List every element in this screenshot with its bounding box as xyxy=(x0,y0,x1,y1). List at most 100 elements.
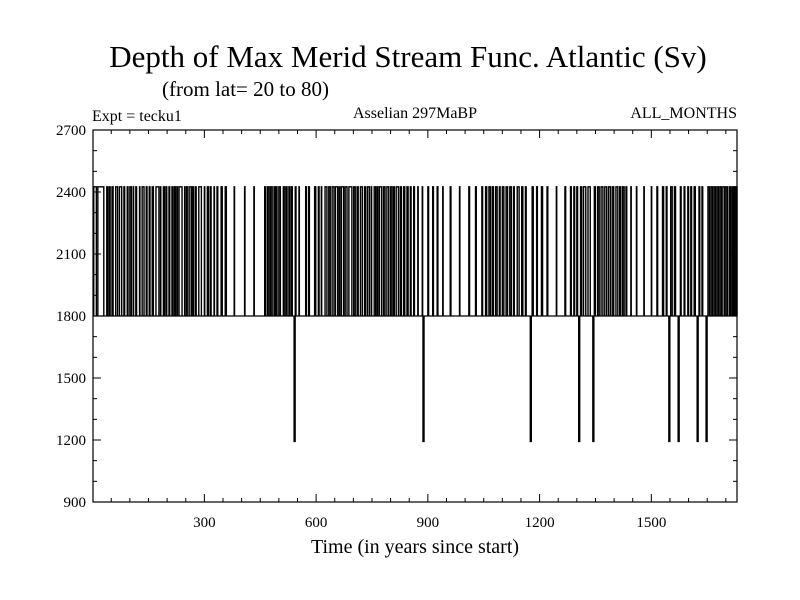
low-excursion xyxy=(592,316,595,443)
period-label: Asselian 297MaBP xyxy=(353,105,477,122)
high-excursion xyxy=(505,186,509,316)
high-excursion xyxy=(278,186,282,316)
high-excursion xyxy=(273,186,276,316)
high-excursion xyxy=(719,186,723,316)
high-excursion xyxy=(516,186,520,316)
high-excursion xyxy=(366,186,371,316)
high-excursion xyxy=(402,186,406,316)
high-excursion xyxy=(673,186,677,316)
low-excursion xyxy=(668,316,671,443)
high-excursion xyxy=(317,186,320,316)
high-excursion xyxy=(307,186,311,316)
high-excursion xyxy=(679,186,682,316)
high-excursion xyxy=(126,186,129,316)
high-excursion xyxy=(108,186,111,316)
low-excursion xyxy=(677,316,680,443)
high-excursion xyxy=(707,186,711,316)
high-excursion xyxy=(93,186,98,316)
high-excursion xyxy=(524,186,527,316)
high-excursion xyxy=(665,186,668,316)
low-excursion xyxy=(422,316,425,443)
high-excursion xyxy=(576,186,579,316)
high-excursion xyxy=(141,186,145,316)
high-excursion xyxy=(145,186,148,316)
high-excursion xyxy=(275,186,278,316)
high-excursion xyxy=(615,186,619,316)
high-excursion xyxy=(176,186,179,316)
high-excursion xyxy=(198,186,203,316)
high-excursion xyxy=(194,186,197,316)
high-excursion xyxy=(185,186,189,316)
high-excursion xyxy=(313,186,317,316)
high-excursion xyxy=(220,186,223,316)
high-excursion xyxy=(266,186,270,316)
high-excursion xyxy=(687,186,690,316)
high-excursion xyxy=(324,186,328,316)
high-excursion xyxy=(498,186,501,316)
high-excursion xyxy=(564,186,567,316)
high-excursion xyxy=(389,186,393,316)
high-excursion xyxy=(378,186,383,316)
high-excursion xyxy=(111,186,114,316)
low-excursion xyxy=(705,316,708,443)
high-excursion xyxy=(328,186,331,316)
high-excursion xyxy=(363,186,367,316)
high-excursion xyxy=(334,186,339,316)
chart-title: Depth of Max Merid Stream Func. Atlantic… xyxy=(109,39,707,74)
high-excursion xyxy=(216,186,219,316)
high-excursion xyxy=(491,186,495,316)
high-excursion xyxy=(353,186,356,316)
months-label: ALL_MONTHS xyxy=(630,105,737,122)
high-excursion xyxy=(725,186,729,316)
high-excursion xyxy=(579,186,583,316)
high-excursion xyxy=(288,186,291,316)
high-excursion xyxy=(189,186,193,316)
high-excursion xyxy=(713,186,717,316)
high-excursion xyxy=(304,186,308,316)
low-excursion xyxy=(578,316,581,443)
high-excursion xyxy=(224,186,228,316)
high-excursion xyxy=(209,186,212,316)
low-excursion xyxy=(696,316,699,443)
high-excursion xyxy=(587,186,591,316)
high-excursion xyxy=(607,186,612,316)
y-tick-label: 900 xyxy=(64,495,87,511)
axis-layer: 900 1200 1500 1800 2100 2400 2700 300 600 900 1200… xyxy=(56,123,737,531)
high-excursion xyxy=(604,186,608,316)
high-excursion xyxy=(294,186,297,316)
high-excursion xyxy=(693,186,696,316)
high-excursion xyxy=(722,186,726,316)
high-excursion xyxy=(546,186,549,316)
high-excursion xyxy=(331,186,335,316)
high-excursion xyxy=(171,186,174,316)
plot-layer xyxy=(93,186,738,443)
high-excursion xyxy=(540,186,544,316)
high-excursion xyxy=(290,186,293,316)
high-excursion xyxy=(494,186,498,316)
x-tick-label: 1200 xyxy=(525,515,555,531)
high-excursion xyxy=(683,186,686,316)
high-excursion xyxy=(468,186,471,316)
high-excursion xyxy=(162,186,166,316)
high-excursion xyxy=(106,186,109,316)
high-excursion xyxy=(406,186,409,316)
high-excursion xyxy=(97,186,105,316)
high-excursion xyxy=(670,186,673,316)
high-excursion xyxy=(168,186,171,316)
high-excursion xyxy=(573,186,576,316)
high-excursion xyxy=(395,186,400,316)
high-excursion xyxy=(512,186,515,316)
high-excursion xyxy=(701,186,704,316)
high-excursion xyxy=(618,186,622,316)
high-excursion xyxy=(155,186,160,316)
high-excursion xyxy=(269,186,273,316)
high-excursion xyxy=(178,186,183,316)
x-tick-label: 1500 xyxy=(636,515,666,531)
high-excursion xyxy=(728,186,731,316)
high-excursion xyxy=(611,186,615,316)
high-excursion xyxy=(206,186,210,316)
x-axis-label: Time (in years since start) xyxy=(311,536,519,558)
high-excursion xyxy=(488,186,492,316)
high-excursion xyxy=(340,186,345,316)
